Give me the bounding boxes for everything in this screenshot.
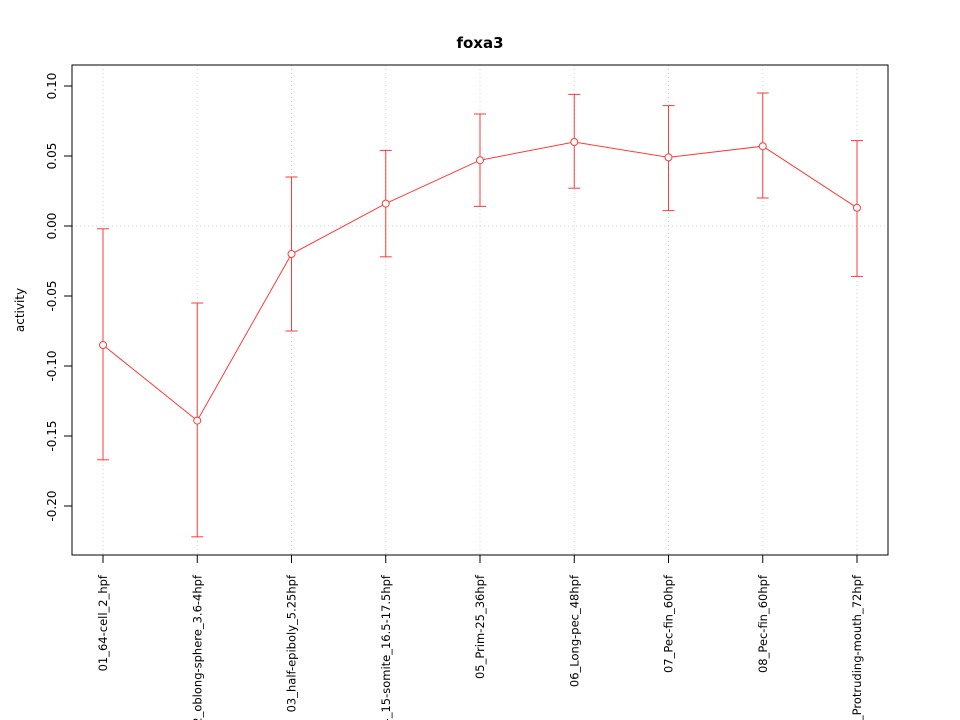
x-tick-label: 06_Long-pec_48hpf [567, 574, 581, 687]
x-tick-label: 08_Pec-fin_60hpf [756, 574, 770, 673]
data-point-marker [99, 341, 107, 349]
x-tick-label: 09_Protruding-mouth_72hpf [850, 574, 864, 720]
x-tick-label: 02_oblong-sphere_3.6-4hpf [190, 574, 204, 720]
chart-title: foxa3 [456, 34, 503, 52]
x-tick-label: 03_half-epiboly_5.25hpf [285, 574, 299, 712]
data-point-marker [193, 416, 202, 425]
x-tick-label: 05_Prim-25_36hpf [473, 574, 487, 679]
data-point-marker [287, 250, 296, 258]
y-tick-label: -0.20 [45, 490, 59, 521]
x-tick-label: 07_Pec-fin_60hpf [662, 574, 676, 673]
y-tick-label: -0.05 [45, 280, 59, 311]
data-point-marker [570, 138, 579, 146]
data-point-marker [853, 203, 861, 212]
x-tick-label: 01_64-cell_2_hpf [96, 574, 110, 671]
data-point-marker [758, 142, 767, 151]
data-point-marker [476, 156, 484, 165]
plot-area: -0.20 -0.15 -0.10 -0.05 0.00 0.05 0.10 01_64-ce… [45, 64, 889, 720]
x-tick-label: 04_15-somite_16.5-17.5hpf [379, 574, 393, 720]
y-tick-label: -0.10 [45, 350, 59, 381]
y-tick-label: 0.00 [45, 213, 59, 240]
data-point-marker [664, 153, 673, 162]
data-point-marker [381, 199, 390, 208]
y-tick-label: 0.10 [45, 73, 59, 100]
y-tick-label: 0.05 [45, 143, 59, 170]
y-tick-label: -0.15 [45, 420, 59, 451]
y-axis-label: activity [13, 288, 27, 332]
